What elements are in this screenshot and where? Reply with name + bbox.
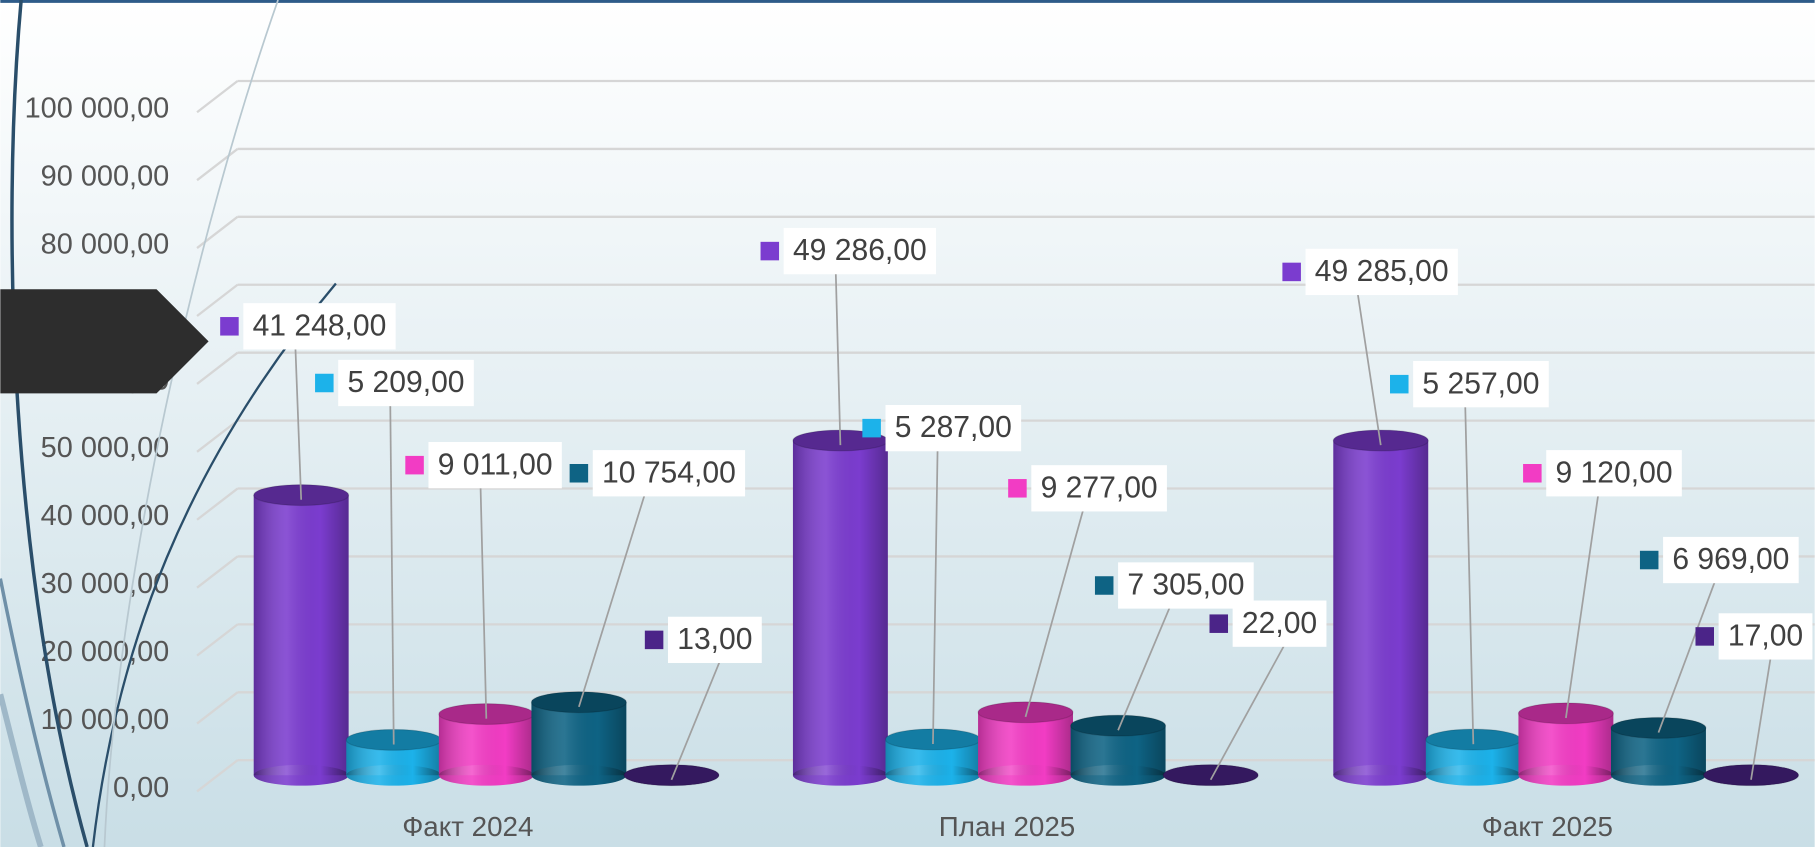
cylinder-base-shade [439, 765, 534, 786]
cylinder [1163, 765, 1258, 786]
value-label: 17,00 [1728, 620, 1803, 653]
y-tick-label: 40 000,00 [41, 500, 170, 532]
value-label: 5 287,00 [895, 411, 1012, 444]
value-label: 41 248,00 [253, 309, 387, 342]
cylinder-top-shade [978, 702, 1073, 723]
cylinder-base-shade [1333, 765, 1428, 786]
cylinder-shade [793, 440, 888, 775]
cylinder-base-shade [886, 765, 981, 786]
y-tick-label: 0,00 [113, 772, 169, 804]
value-label: 49 286,00 [793, 234, 927, 267]
cylinder-base-shade [531, 765, 626, 786]
label-marker [1523, 464, 1542, 483]
label-marker [315, 374, 334, 393]
cylinder-top-shade [1071, 715, 1166, 736]
label-marker [1095, 576, 1114, 595]
cylinder [1611, 718, 1706, 786]
y-tick-label: 100 000,00 [25, 93, 170, 125]
cylinder-base-shade [978, 765, 1073, 786]
y-tick-label: 50 000,00 [41, 432, 170, 464]
value-label: 10 754,00 [602, 456, 736, 489]
cylinder-shade [254, 495, 349, 775]
label-marker [1695, 627, 1714, 646]
label-marker [1008, 479, 1027, 498]
cylinder-shade [1333, 441, 1428, 776]
cylinder-base-shade [793, 765, 888, 786]
label-marker [761, 242, 780, 261]
label-marker [1210, 614, 1229, 633]
cylinder-base-shade [254, 765, 349, 786]
x-tick-label: Факт 2025 [1482, 811, 1613, 842]
x-tick-label: Факт 2024 [402, 811, 533, 842]
y-tick-label: 20 000,00 [41, 636, 170, 668]
value-label: 5 257,00 [1422, 367, 1539, 400]
label-marker [645, 631, 664, 650]
cylinder [1333, 430, 1428, 786]
label-marker [570, 464, 589, 483]
x-tick-label: План 2025 [939, 811, 1075, 842]
cylinder-top-shade [1163, 765, 1258, 786]
cylinder-base-shade [1426, 765, 1521, 786]
value-label: 9 277,00 [1041, 471, 1158, 504]
label-marker [1282, 263, 1301, 282]
cylinder [254, 485, 349, 786]
value-label: 9 120,00 [1555, 456, 1672, 489]
cylinder [1071, 715, 1166, 785]
chart: 0,0010 000,0020 000,0030 000,0040 000,00… [0, 0, 1815, 847]
page: {"chart_data": {"type": "cylinder-bar", … [0, 0, 1815, 847]
cylinder-top-shade [1611, 718, 1706, 739]
label-marker [1640, 551, 1659, 570]
value-label: 5 209,00 [347, 366, 464, 399]
value-label: 22,00 [1242, 607, 1317, 640]
label-marker [405, 456, 424, 475]
value-label: 6 969,00 [1672, 543, 1789, 576]
cylinder-base-shade [1611, 765, 1706, 786]
value-label: 7 305,00 [1127, 569, 1244, 602]
cylinder [624, 765, 719, 786]
label-marker [862, 419, 881, 438]
label-marker [1390, 375, 1409, 394]
label-marker [220, 317, 239, 336]
y-tick-label: 30 000,00 [41, 568, 170, 600]
cylinder-base-shade [1518, 765, 1613, 786]
value-label: 13,00 [677, 623, 752, 656]
cylinder-base-shade [346, 765, 441, 786]
y-tick-label: 90 000,00 [41, 160, 170, 192]
y-tick-label: 80 000,00 [41, 228, 170, 260]
cylinder-top-shade [531, 692, 626, 713]
cylinder [793, 430, 888, 786]
cylinder-top-shade [624, 765, 719, 786]
cylinder-base-shade [1071, 765, 1166, 786]
value-label: 49 285,00 [1315, 255, 1449, 288]
value-label: 9 011,00 [438, 448, 553, 481]
